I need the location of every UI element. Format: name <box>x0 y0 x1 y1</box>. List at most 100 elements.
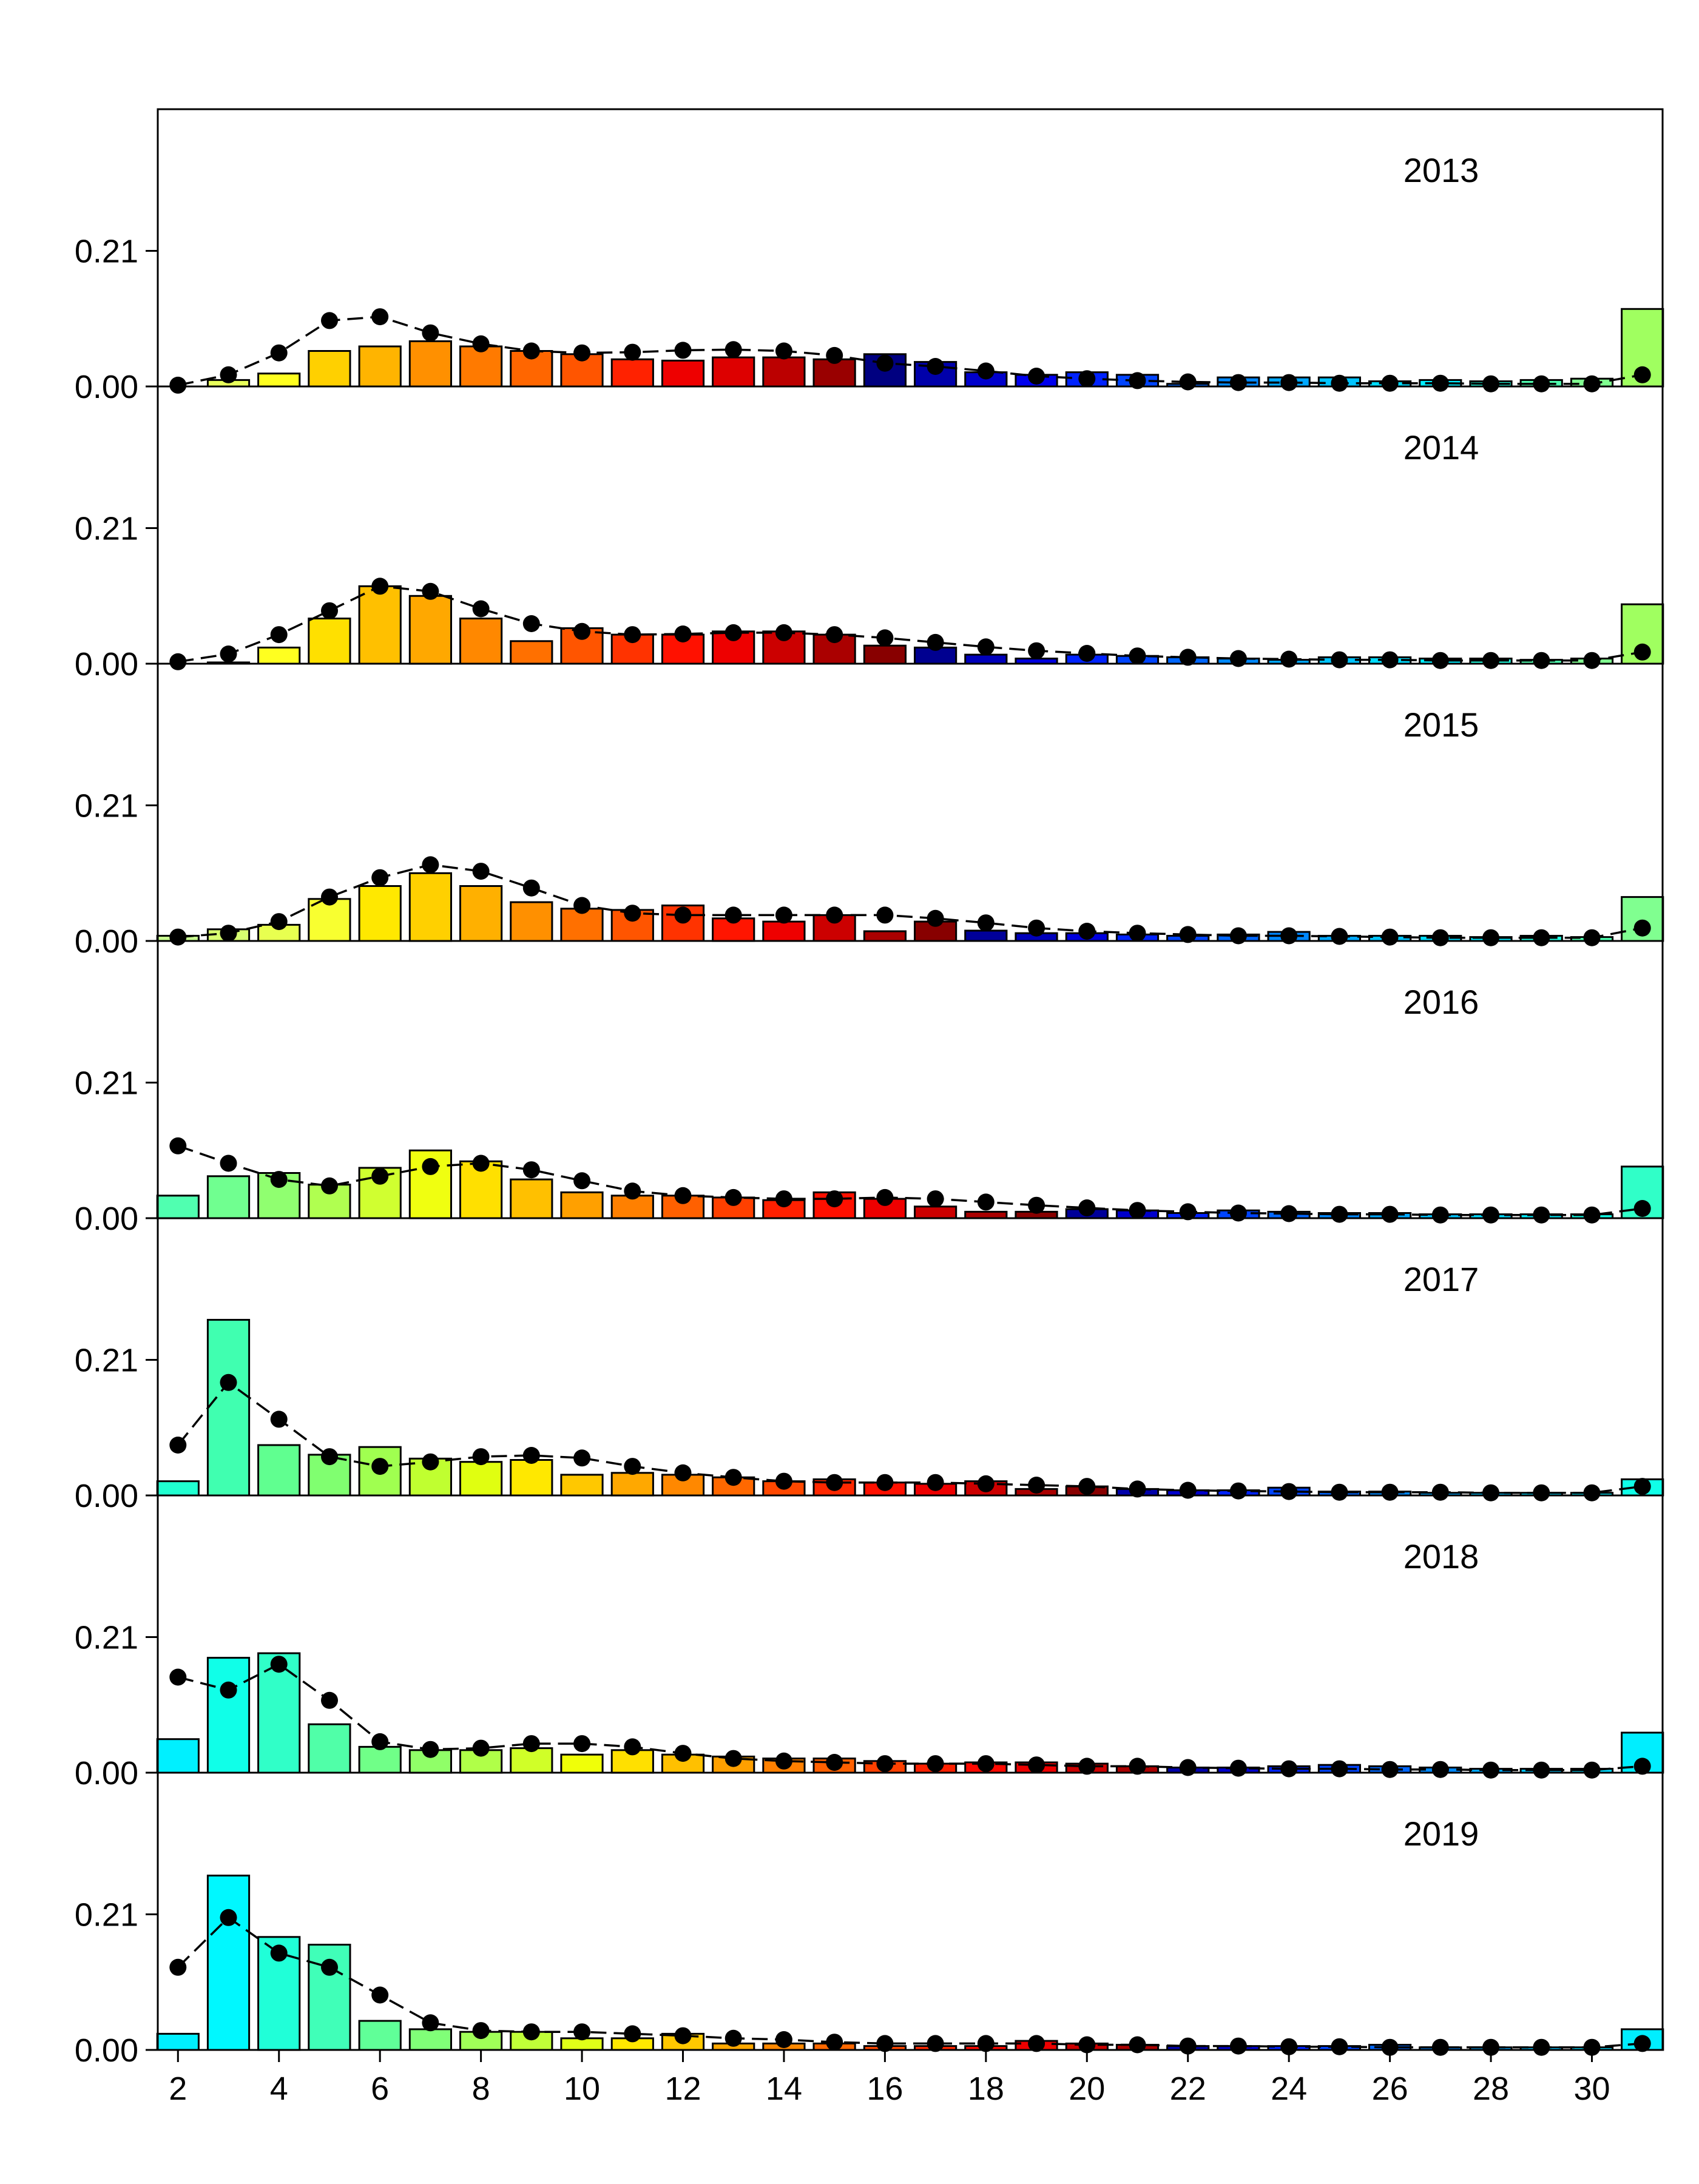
point-2018-21 <box>1129 1758 1146 1775</box>
point-2016-27 <box>1431 1206 1449 1224</box>
point-2014-19 <box>1028 642 1045 659</box>
point-2018-26 <box>1381 1761 1399 1778</box>
x-tick-label: 22 <box>1170 2071 1206 2107</box>
point-2014-17 <box>927 633 944 651</box>
point-2015-16 <box>876 906 894 924</box>
point-2017-17 <box>927 1474 944 1491</box>
point-2018-31 <box>1633 1758 1651 1775</box>
point-2019-18 <box>977 2035 995 2052</box>
point-2013-21 <box>1129 372 1146 389</box>
bar-2014-4 <box>257 646 301 665</box>
point-2014-22 <box>1179 649 1197 666</box>
point-2013-9 <box>522 342 540 360</box>
point-2014-24 <box>1280 650 1298 668</box>
point-2018-7 <box>422 1741 439 1758</box>
point-2015-21 <box>1129 925 1146 942</box>
point-2013-17 <box>927 358 944 375</box>
point-2015-25 <box>1331 928 1348 945</box>
point-2016-7 <box>422 1158 439 1175</box>
bar-2014-6 <box>358 585 402 665</box>
bar-2017-9 <box>510 1459 553 1497</box>
point-2017-27 <box>1431 1483 1449 1501</box>
point-2019-12 <box>674 2027 692 2044</box>
point-2014-29 <box>1533 652 1550 669</box>
point-2017-14 <box>775 1472 792 1490</box>
point-2019-5 <box>321 1958 338 1976</box>
x-tick-label: 24 <box>1271 2071 1307 2107</box>
point-2013-14 <box>775 342 792 360</box>
bar-2017-8 <box>459 1461 503 1497</box>
point-2013-27 <box>1431 374 1449 392</box>
point-2018-29 <box>1533 1761 1550 1779</box>
point-2015-28 <box>1482 929 1499 946</box>
point-2014-4 <box>270 626 288 644</box>
point-2019-14 <box>775 2031 792 2048</box>
y-tick-label: 0.00 <box>75 1755 138 1791</box>
bar-2013-6 <box>358 345 402 388</box>
point-2016-28 <box>1482 1206 1499 1224</box>
bar-2016-18 <box>964 1210 1008 1219</box>
point-2019-4 <box>270 1944 288 1962</box>
x-tick-label: 20 <box>1069 2071 1105 2107</box>
point-2014-8 <box>472 600 490 618</box>
point-2016-9 <box>522 1161 540 1179</box>
bar-2018-8 <box>459 1749 503 1774</box>
y-tick-label: 0.00 <box>75 1478 138 1514</box>
point-2019-19 <box>1028 2035 1045 2052</box>
x-tick-label: 12 <box>664 2071 701 2107</box>
point-2014-21 <box>1129 647 1146 665</box>
point-2013-4 <box>270 344 288 362</box>
point-2016-10 <box>573 1172 591 1190</box>
point-2017-26 <box>1381 1483 1399 1501</box>
x-tick-label: 2 <box>169 2071 187 2107</box>
point-2013-5 <box>321 312 338 329</box>
point-2019-13 <box>725 2029 742 2047</box>
point-2013-3 <box>220 366 237 383</box>
bar-2017-3 <box>206 1319 251 1497</box>
point-2016-4 <box>270 1171 288 1188</box>
point-2019-6 <box>371 1986 389 2004</box>
point-2015-6 <box>371 869 389 886</box>
x-tick-label: 4 <box>270 2071 288 2107</box>
point-2019-2 <box>169 1958 187 1976</box>
x-tick-label: 18 <box>968 2071 1004 2107</box>
bar-2017-4 <box>257 1444 301 1497</box>
point-2014-26 <box>1381 651 1399 669</box>
point-2017-19 <box>1028 1477 1045 1494</box>
point-2017-23 <box>1229 1482 1247 1500</box>
bar-2016-9 <box>510 1178 553 1219</box>
point-2014-13 <box>725 624 742 641</box>
point-2019-3 <box>220 1909 237 1926</box>
point-2014-5 <box>321 602 338 619</box>
bar-2015-9 <box>510 901 553 942</box>
plot-border <box>157 108 1664 2051</box>
point-2016-25 <box>1331 1205 1348 1223</box>
point-2014-15 <box>826 626 843 644</box>
point-2017-30 <box>1583 1484 1601 1502</box>
bar-2015-7 <box>408 872 452 942</box>
panel-year-label: 2014 <box>1403 428 1479 467</box>
point-2013-2 <box>169 376 187 394</box>
bar-2016-10 <box>560 1191 604 1219</box>
y-tick-label: 0.21 <box>75 788 138 824</box>
point-2013-30 <box>1583 375 1601 393</box>
x-tick-label: 30 <box>1573 2071 1610 2107</box>
point-2013-12 <box>674 342 692 359</box>
point-2013-8 <box>472 335 490 352</box>
point-2014-11 <box>624 626 641 644</box>
point-2013-13 <box>725 341 742 359</box>
point-2016-13 <box>725 1188 742 1206</box>
point-2013-26 <box>1381 374 1399 392</box>
point-2019-25 <box>1331 2038 1348 2055</box>
y-tick-label: 0.21 <box>75 1620 138 1656</box>
point-2017-6 <box>371 1458 389 1475</box>
point-2018-2 <box>169 1668 187 1686</box>
point-2014-20 <box>1078 645 1096 662</box>
bar-2014-12 <box>661 633 705 665</box>
point-2016-29 <box>1533 1206 1550 1224</box>
point-2016-18 <box>977 1193 995 1211</box>
point-2015-5 <box>321 888 338 906</box>
point-2018-15 <box>826 1754 843 1771</box>
y-tick-label: 0.00 <box>75 2032 138 2069</box>
point-2019-9 <box>522 2023 540 2041</box>
